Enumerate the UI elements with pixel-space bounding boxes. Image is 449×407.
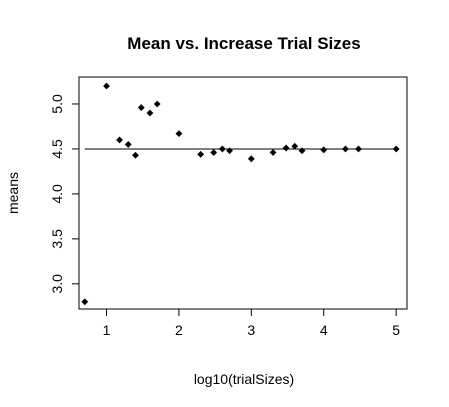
data-point-17: [298, 147, 306, 155]
data-point-18: [320, 146, 328, 154]
data-point-8: [175, 130, 183, 138]
data-point-21: [392, 145, 400, 153]
data-point-2: [116, 136, 123, 144]
data-point-6: [146, 109, 154, 117]
data-point-5: [137, 104, 145, 111]
data-point-16: [291, 142, 299, 150]
x-tick-label: 1: [103, 322, 111, 338]
plot-frame: [78, 76, 408, 310]
y-tick-label: 5.0: [49, 94, 65, 114]
x-axis: 1 2 3 4 5: [103, 309, 400, 338]
data-points: [81, 82, 400, 306]
data-point-0: [81, 298, 89, 306]
y-tick-label: 4.5: [49, 139, 65, 159]
data-point-4: [132, 151, 139, 159]
x-tick-label: 3: [247, 322, 255, 338]
data-point-20: [355, 145, 362, 153]
data-point-10: [210, 149, 218, 156]
data-point-19: [342, 145, 349, 153]
data-point-7: [153, 100, 161, 108]
y-tick-label: 4.0: [49, 184, 65, 204]
x-tick-label: 5: [392, 322, 400, 338]
x-tick-label: 2: [175, 322, 183, 338]
data-point-1: [103, 82, 110, 90]
chart-title: Mean vs. Increase Trial Sizes: [127, 34, 360, 53]
data-point-11: [218, 145, 226, 153]
data-point-15: [282, 144, 290, 152]
y-tick-label: 3.5: [49, 229, 65, 249]
x-tick-label: 4: [320, 322, 328, 338]
x-axis-label: log10(trialSizes): [194, 371, 294, 387]
data-point-14: [269, 149, 277, 156]
data-point-9: [197, 150, 205, 158]
data-point-13: [247, 155, 255, 163]
y-axis: 3.0 3.5 4.0 4.5 5.0: [49, 94, 79, 294]
data-point-12: [226, 147, 234, 155]
data-point-3: [124, 141, 132, 148]
y-axis-label: means: [5, 172, 21, 214]
y-tick-label: 3.0: [49, 274, 65, 294]
